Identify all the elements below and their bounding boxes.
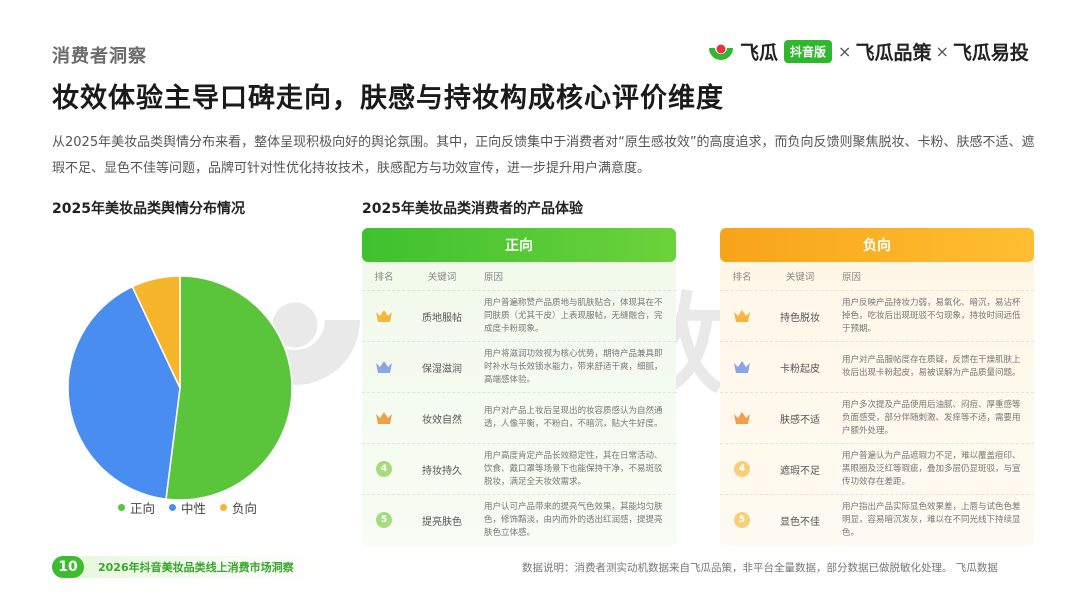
pie-legend: 正向 中性 负向 xyxy=(118,498,257,517)
col-reason: 原因 xyxy=(842,272,862,283)
rank-cell xyxy=(362,411,406,425)
table-row: 卡粉起皮 用户对产品服帖度存在质疑，反馈在干燥肌肤上妆后出现卡粉起皮，易被误解为产… xyxy=(720,341,1034,392)
experience-title: 2025年美妆品类消费者的产品体验 xyxy=(362,201,583,217)
table-row: 5 提亮肤色 用户认可产品带来的提亮气色效果，其能均匀肤色，修饰黯淡，由内而外的透出… xyxy=(362,494,676,545)
rank-cell: 5 xyxy=(362,512,406,528)
crown-icon xyxy=(734,412,750,424)
legend-item-neutral: 中性 xyxy=(169,498,206,517)
reason-cell: 用户普遍称赞产品质地与肌肤贴合，体现其在不同肤质（尤其干皮）上表现服帖，无缝融合… xyxy=(484,297,663,334)
legend-dot xyxy=(169,504,177,511)
positive-panel-header: 正向 xyxy=(362,228,676,262)
crown-icon xyxy=(376,361,392,373)
keyword-cell: 持色脱妆 xyxy=(780,312,820,324)
table-row: 4 遮瑕不足 用户普遍认为产品遮瑕力不足，难以覆盖痘印、黑眼圈及泛红等瑕疵，叠加多层… xyxy=(720,443,1034,494)
rank-cell xyxy=(720,360,764,374)
legend-label: 负向 xyxy=(232,501,258,516)
col-rank: 排名 xyxy=(374,272,394,283)
brand-separator: × xyxy=(935,41,949,61)
keyword-cell: 卡粉起皮 xyxy=(780,363,820,375)
col-keyword: 关键词 xyxy=(785,272,815,283)
crown-icon xyxy=(376,310,392,322)
feigua-logo-icon xyxy=(709,44,733,60)
reason-cell: 用户高度肯定产品长效稳定性，其在日常活动、饮食、戴口罩等场景下也能保持干净，不易… xyxy=(484,450,663,487)
legend-label: 正向 xyxy=(130,501,156,516)
pie-chart-title: 2025年美妆品类舆情分布情况 xyxy=(52,201,245,217)
legend-item-negative: 负向 xyxy=(220,498,257,517)
reason-cell: 用户指出产品实际显色效果差，上唇与试色色差明显，容易暗沉发灰，难以在不同光线下持… xyxy=(842,501,1021,538)
reason-cell: 用户将滋润功效视为核心优势，期待产品兼具即时补水与长效锁水能力，带来舒适干爽，细… xyxy=(484,348,663,385)
reason-cell: 用户多次提及产品使用后油腻、闷痘、厚重感等负面感受，部分伴随刺激、发痒等不适，需… xyxy=(842,399,1021,436)
column-header-row: 排名 关键词 原因 xyxy=(362,262,676,290)
table-row: 妆效自然 用户对产品上妆后呈现出的妆容质感认为自然通透，人像平衡，不粉白，不暗沉，… xyxy=(362,392,676,443)
rank-cell: 4 xyxy=(362,461,406,477)
brand-separator: × xyxy=(838,41,852,61)
keyword-cell: 持妆持久 xyxy=(422,465,462,477)
brand-name-yitou: 飞瓜易投 xyxy=(952,41,1029,64)
keyword-cell: 质地服帖 xyxy=(422,312,462,324)
rank-number-badge: 5 xyxy=(376,512,392,528)
reason-cell: 用户认可产品带来的提亮气色效果，其能均匀肤色，修饰黯淡，由内而外的透出红润感，提… xyxy=(484,501,663,538)
legend-dot xyxy=(220,504,228,511)
rank-cell: 4 xyxy=(720,461,764,477)
footer-bar: 10 2026年抖音美妆品类线上消费市场洞察 xyxy=(52,556,320,578)
section-tag: 消费者洞察 xyxy=(52,46,147,67)
sentiment-pie-chart xyxy=(67,275,293,501)
col-keyword: 关键词 xyxy=(427,272,457,283)
intro-paragraph: 从2025年美妆品类舆情分布来看，整体呈现积极向好的舆论氛围。其中，正向反馈集中… xyxy=(52,135,1035,176)
crown-icon xyxy=(376,412,392,424)
report-title: 2026年抖音美妆品类线上消费市场洞察 xyxy=(98,561,294,574)
rank-cell xyxy=(362,309,406,323)
rank-cell xyxy=(720,411,764,425)
brand-name-pince: 飞瓜品策 xyxy=(855,41,932,64)
reason-cell: 用户普遍认为产品遮瑕力不足，难以覆盖痘印、黑眼圈及泛红等瑕疵，叠加多层仍显斑驳，… xyxy=(842,450,1021,487)
brand-badge-douyin: 抖音版 xyxy=(784,39,833,63)
table-row: 保湿滋润 用户将滋润功效视为核心优势，期待产品兼具即时补水与长效锁水能力，带来舒适… xyxy=(362,341,676,392)
legend-label: 中性 xyxy=(181,501,207,516)
col-reason: 原因 xyxy=(484,272,504,283)
keyword-cell: 遮瑕不足 xyxy=(780,465,820,477)
reason-cell: 用户反映产品持妆力弱，易氧化、暗沉，易沾杯掉色，吃妆后出现斑驳不匀现象，持妆时间… xyxy=(842,297,1021,334)
crown-icon xyxy=(734,310,750,322)
table-row: 持色脱妆 用户反映产品持妆力弱，易氧化、暗沉，易沾杯掉色，吃妆后出现斑驳不匀现象，… xyxy=(720,290,1034,341)
table-row: 5 显色不佳 用户指出产品实际显色效果差，上唇与试色色差明显，容易暗沉发灰，难以在不… xyxy=(720,494,1034,545)
rank-number-badge: 5 xyxy=(734,512,750,528)
table-row: 质地服帖 用户普遍称赞产品质地与肌肤贴合，体现其在不同肤质（尤其干皮）上表现服帖，… xyxy=(362,290,676,341)
column-header-row: 排名 关键词 原因 xyxy=(720,262,1034,290)
table-row: 肤感不适 用户多次提及产品使用后油腻、闷痘、厚重感等负面感受，部分伴随刺激、发痒等… xyxy=(720,392,1034,443)
pie-slice-negative xyxy=(131,275,181,389)
data-footnote: 数据说明：消费者测实动机数据来自飞瓜品策，非平台全量数据，部分数据已做脱敏化处理… xyxy=(522,562,998,574)
positive-panel: 正向 排名 关键词 原因 质地服帖 用户普遍称赞产品质地与肌肤贴合，体现其在不同肤… xyxy=(362,228,676,546)
table-row: 4 持妆持久 用户高度肯定产品长效稳定性，其在日常活动、饮食、戴口罩等场景下也能保持… xyxy=(362,443,676,494)
page-number: 10 xyxy=(52,556,84,578)
rank-number-badge: 4 xyxy=(734,461,750,477)
keyword-cell: 肤感不适 xyxy=(780,414,820,426)
reason-cell: 用户对产品上妆后呈现出的妆容质感认为自然通透，人像平衡，不粉白，不暗沉，贴大牛好… xyxy=(484,406,663,429)
brand-logo-group: 飞瓜 抖音版 × 飞瓜品策 × 飞瓜易投 xyxy=(706,36,1029,66)
negative-panel-header: 负向 xyxy=(720,228,1034,262)
rank-cell xyxy=(362,360,406,374)
crown-icon xyxy=(734,361,750,373)
keyword-cell: 妆效自然 xyxy=(422,414,462,426)
brand-name-feigua: 飞瓜 xyxy=(740,41,779,64)
rank-cell: 5 xyxy=(720,512,764,528)
keyword-cell: 显色不佳 xyxy=(780,516,820,528)
keyword-cell: 提亮肤色 xyxy=(422,516,462,528)
negative-panel: 负向 排名 关键词 原因 持色脱妆 用户反映产品持妆力弱，易氧化、暗沉，易沾杯掉色… xyxy=(720,228,1034,546)
rank-number-badge: 4 xyxy=(376,461,392,477)
rank-cell xyxy=(720,309,764,323)
col-rank: 排名 xyxy=(732,272,752,283)
page-title: 妆效体验主导口碑走向，肤感与持妆构成核心评价维度 xyxy=(52,83,724,114)
legend-dot xyxy=(118,504,125,511)
pie-slice-positive xyxy=(165,275,293,501)
pie-slice-neutral xyxy=(67,285,181,500)
legend-item-positive: 正向 xyxy=(118,498,155,517)
keyword-cell: 保湿滋润 xyxy=(422,363,462,375)
reason-cell: 用户对产品服帖度存在质疑，反馈在干燥肌肤上妆后出现卡粉起皮，易被误解为产品质量问… xyxy=(842,355,1021,378)
